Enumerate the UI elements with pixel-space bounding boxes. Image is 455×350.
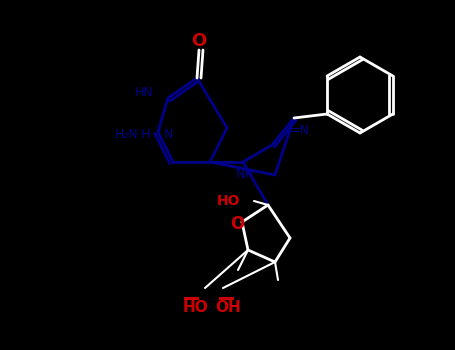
Text: HO: HO [182,301,208,315]
Text: H: H [141,127,150,140]
Text: 2: 2 [155,127,160,136]
Text: HN: HN [135,85,154,98]
Text: =N: =N [290,125,310,138]
Text: N: N [164,127,173,140]
Text: H₂N: H₂N [114,127,138,140]
Text: O: O [230,215,244,233]
Text: OH: OH [215,301,241,315]
Text: NH: NH [236,168,254,182]
Text: O: O [192,32,207,50]
Text: HO: HO [217,194,240,208]
